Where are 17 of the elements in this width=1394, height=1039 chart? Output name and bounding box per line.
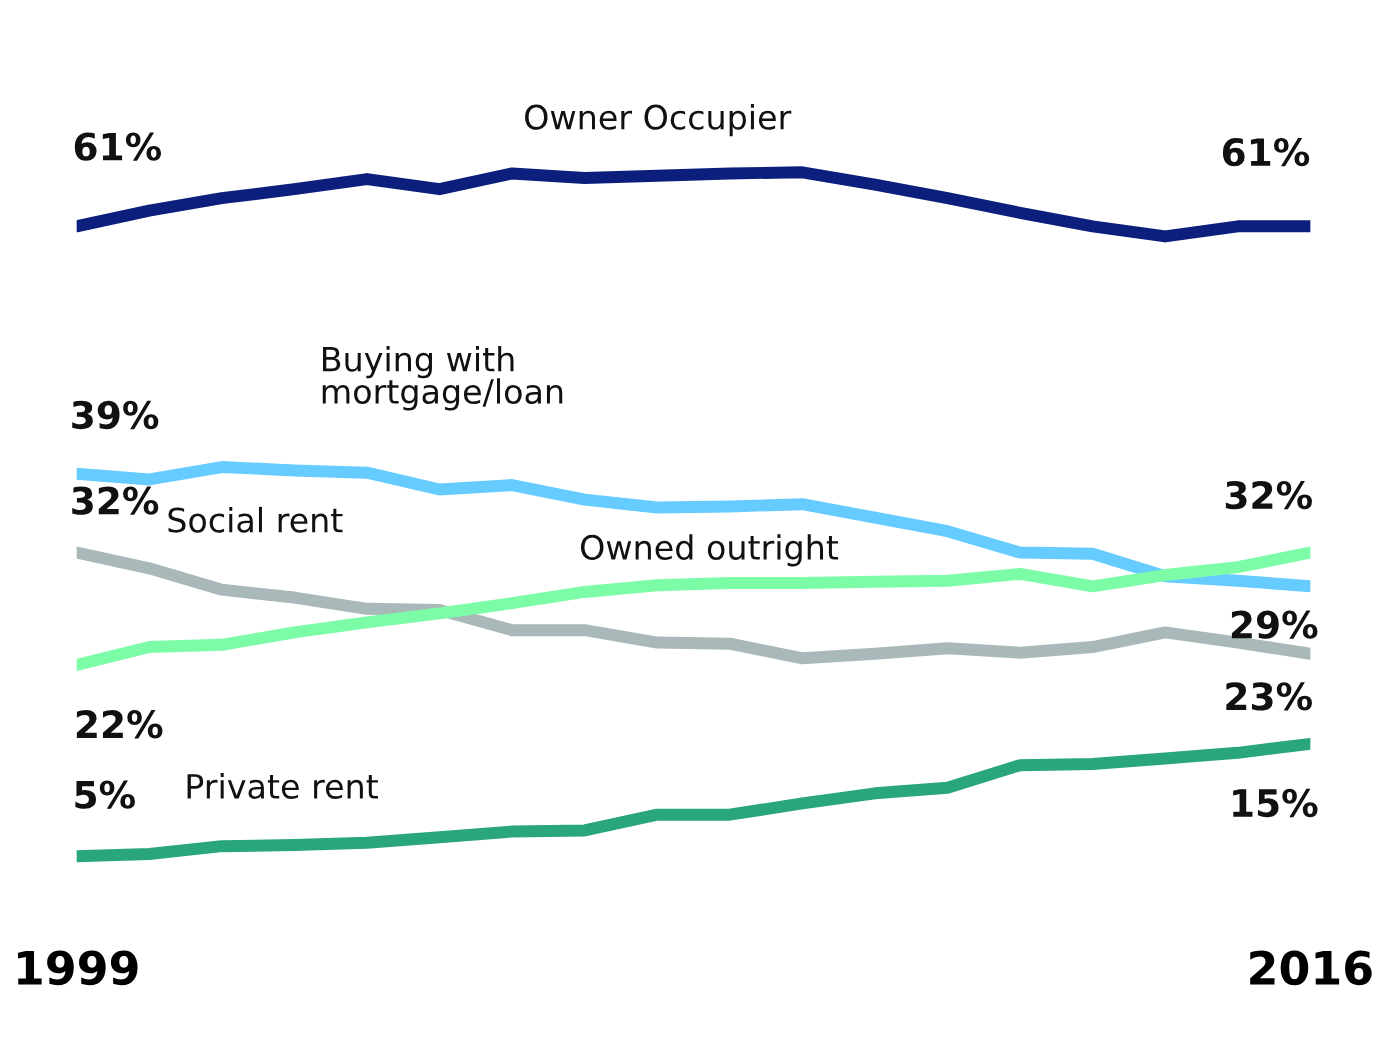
data-label: 23%: [1226, 682, 1312, 711]
data-label: 15%: [1233, 788, 1318, 818]
data-label: 22%: [76, 710, 163, 739]
data-label: 29%: [1231, 610, 1318, 639]
x-tick-label: 2016: [1250, 950, 1372, 986]
x-tick-label: 1999: [18, 950, 138, 986]
data-label: 5%: [75, 780, 135, 809]
data-label: 32%: [72, 486, 159, 515]
series-label: Owned outright: [580, 534, 839, 567]
data-label: 61%: [1222, 137, 1310, 167]
data-label: 32%: [1225, 480, 1312, 510]
series-label: Social rent: [168, 506, 343, 533]
data-label: 39%: [72, 400, 159, 430]
data-label: 61%: [74, 132, 162, 161]
series-label: Owner Occupier: [525, 103, 792, 137]
series-label: Private rent: [187, 773, 378, 799]
series-label: Buying with mortgage/loan: [322, 345, 563, 411]
